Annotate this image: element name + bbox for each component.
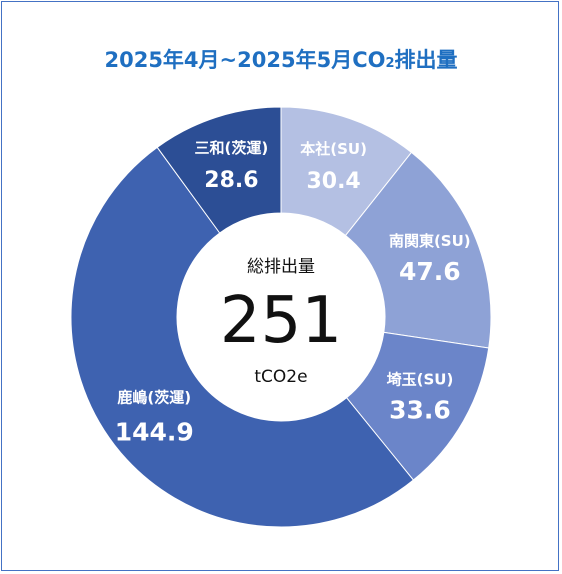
slice-value-3: 144.9 [115, 418, 194, 447]
donut-slice-1 [344, 151, 492, 349]
slice-label-0: 本社(SU) [300, 140, 367, 158]
slice-label-1: 南関東(SU) [389, 232, 471, 250]
slice-label-4: 三和(茨運) [195, 139, 269, 157]
chart-title-main: 2025年4月~2025年5月CO [104, 48, 386, 72]
donut-slice-3 [70, 146, 415, 528]
slice-label-3: 鹿嶋(茨運) [117, 389, 191, 407]
slice-value-4: 28.6 [204, 168, 258, 193]
chart-title-tail: 排出量 [394, 48, 458, 72]
slice-value-1: 47.6 [399, 257, 461, 286]
chart-title: 2025年4月~2025年5月CO2排出量 [0, 44, 562, 74]
center-caption: 総排出量 [247, 257, 315, 277]
center-unit: tCO2e [254, 367, 307, 387]
chart-title-subscript: 2 [385, 56, 395, 71]
donut-labels: 本社(SU) 30.4 南関東(SU) 47.6 埼玉(SU) 33.6 鹿嶋(茨運) 144… [115, 139, 471, 447]
center-total: 251 [220, 284, 342, 358]
slice-label-2: 埼玉(SU) [387, 370, 454, 388]
donut-slices [70, 106, 492, 528]
slice-value-2: 33.6 [389, 395, 451, 424]
donut-slice-4 [156, 106, 282, 234]
slice-value-0: 30.4 [306, 169, 360, 194]
